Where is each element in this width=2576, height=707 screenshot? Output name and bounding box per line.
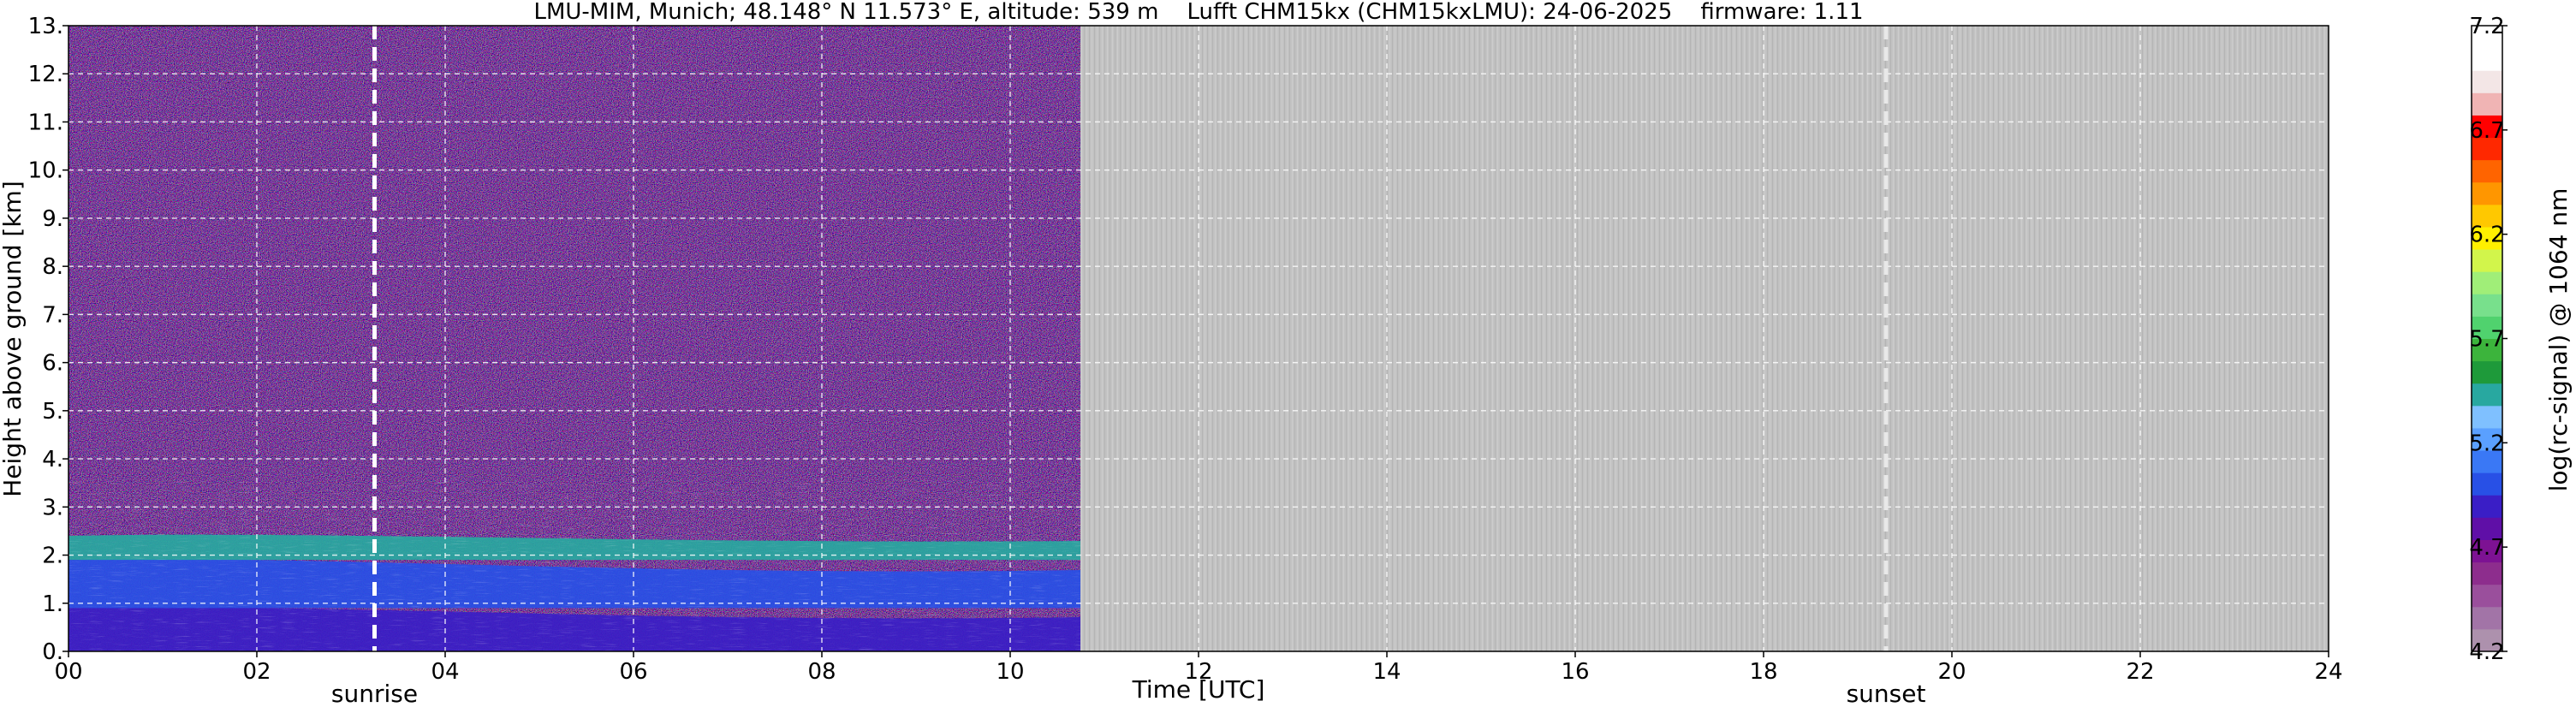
x-tick-label: 02: [242, 659, 271, 685]
y-tick-label: 6.: [42, 351, 63, 377]
colorbar-tick-label: 5.7: [2469, 327, 2504, 353]
x-tick-label: 14: [1372, 659, 1401, 685]
x-tick-label: 12: [1184, 659, 1212, 685]
colorbar-swatch: [2472, 48, 2502, 71]
colorbar-swatch: [2472, 26, 2502, 49]
x-tick-label: 00: [54, 659, 82, 685]
y-tick-label: 1.: [42, 591, 63, 617]
y-tick-label: 3.: [42, 495, 63, 520]
colorbar-tick-label: 6.7: [2469, 118, 2504, 144]
y-tick-label: 0.: [42, 639, 63, 665]
y-axis: 0. 1. 2. 3. 4. 5. 6. 7. 8. 9. 10. 11. 12. 13.: [28, 14, 68, 665]
colorbar-swatch: [2472, 606, 2502, 630]
colorbar-swatch: [2472, 316, 2502, 339]
x-axis-label: Time [UTC]: [1132, 675, 1265, 704]
colorbar-swatch: [2472, 360, 2502, 384]
x-tick-label: 04: [431, 659, 459, 685]
x-tick-label: 10: [996, 659, 1024, 685]
colorbar-tick-label: 5.2: [2469, 431, 2504, 456]
colorbar-swatch: [2472, 115, 2502, 139]
sun-markers: sunrise sunset: [331, 26, 1926, 707]
colorbar-swatch: [2472, 383, 2502, 407]
x-axis: 00 02 04 06 08 10 12 14 16 18 20 22 24: [54, 651, 2343, 685]
y-axis-label: Height above ground [km]: [0, 181, 27, 497]
colorbar-swatch: [2472, 495, 2502, 518]
colorbar-swatch: [2472, 628, 2502, 652]
colorbar-swatch: [2472, 539, 2502, 563]
x-tick-label: 20: [1937, 659, 1966, 685]
x-tick-label: 24: [2314, 659, 2342, 685]
colorbar-tick-label: 4.2: [2469, 639, 2504, 665]
x-tick-label: 06: [619, 659, 647, 685]
colorbar-swatch: [2472, 472, 2502, 496]
y-tick-label: 13.: [28, 14, 63, 39]
colorbar-tick-label: 7.2: [2469, 14, 2504, 39]
y-tick-label: 5.: [42, 399, 63, 425]
y-tick-label: 4.: [42, 447, 63, 472]
plot-area: sunrise sunset: [68, 25, 2329, 707]
colorbar-tick-label: 4.7: [2469, 535, 2504, 561]
colorbar-label: log(rc-signal) @ 1064 nm: [2544, 188, 2573, 492]
colorbar-swatch: [2472, 159, 2502, 183]
colorbar-swatch: [2472, 204, 2502, 228]
y-tick-label: 8.: [42, 254, 63, 280]
colorbar-tick-label: 6.2: [2469, 223, 2504, 248]
colorbar-swatch: [2472, 271, 2502, 294]
signal-field: [68, 26, 1080, 651]
chart-title: LMU-MIM, Munich; 48.148° N 11.573° E, al…: [533, 0, 1863, 25]
layer-texture: [68, 479, 1080, 651]
colorbar-swatch: [2472, 338, 2502, 362]
y-tick-label: 2.: [42, 544, 63, 569]
y-tick-label: 7.: [42, 302, 63, 328]
y-tick-label: 9.: [42, 206, 63, 232]
x-tick-label: 18: [1749, 659, 1777, 685]
colorbar-swatch: [2472, 294, 2502, 317]
colorbar-swatch: [2472, 405, 2502, 429]
x-tick-label: 22: [2126, 659, 2154, 685]
y-tick-label: 11.: [28, 110, 63, 135]
no-data-region: [1080, 26, 2329, 651]
colorbar-swatch: [2472, 249, 2502, 272]
colorbar-swatch: [2472, 450, 2502, 473]
colorbar: 4.2 4.7 5.2 5.7 6.2 6.7 7.2: [2469, 14, 2508, 665]
colorbar-swatch: [2472, 226, 2502, 250]
marker-label: sunset: [1847, 680, 1926, 707]
colorbar-swatch: [2472, 427, 2502, 451]
marker-label: sunrise: [331, 680, 418, 707]
colorbar-swatch: [2472, 137, 2502, 161]
y-tick-label: 10.: [28, 158, 63, 184]
grid: [68, 26, 2329, 651]
colorbar-swatch: [2472, 517, 2502, 540]
colorbar-swatch: [2472, 181, 2502, 205]
colorbar-swatch: [2472, 92, 2502, 116]
y-tick-label: 12.: [28, 62, 63, 87]
colorbar-swatch: [2472, 584, 2502, 608]
colorbar-swatch: [2472, 561, 2502, 585]
x-tick-label: 16: [1561, 659, 1589, 685]
x-tick-label: 08: [807, 659, 836, 685]
colorbar-swatch: [2472, 70, 2502, 93]
